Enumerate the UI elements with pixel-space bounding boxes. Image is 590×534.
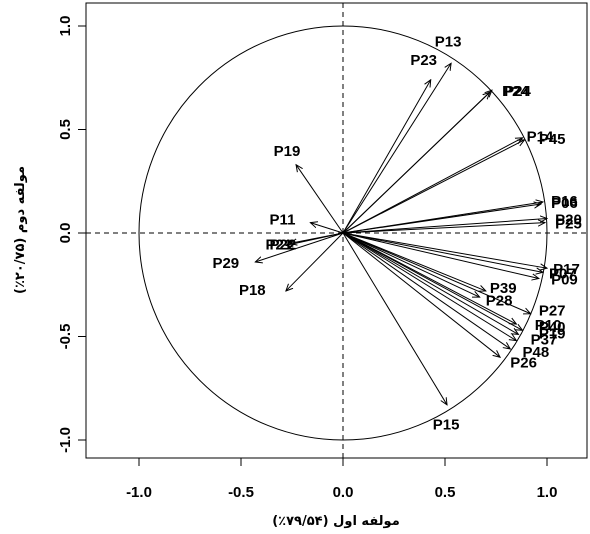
vector-arrow-p18 bbox=[286, 232, 344, 291]
vector-label-p10: P10 bbox=[535, 317, 562, 334]
vector-label-p06: P06 bbox=[551, 195, 578, 212]
y-tick-label: 0.5 bbox=[57, 119, 74, 140]
reference-lines bbox=[86, 3, 587, 458]
vector-label-p39: P39 bbox=[490, 280, 517, 297]
vector-arrow-p45 bbox=[342, 140, 525, 234]
vector-arrow-p40 bbox=[342, 232, 523, 330]
vector-arrow-p25 bbox=[342, 223, 545, 234]
y-tick-label: -0.5 bbox=[57, 324, 74, 350]
vector-label-p17: P17 bbox=[553, 261, 580, 278]
vector-label-p28: P28 bbox=[486, 292, 513, 309]
vector-label-p45: P45 bbox=[539, 131, 566, 148]
vector-arrow-p22 bbox=[290, 232, 344, 243]
vector-label-p11: P11 bbox=[270, 212, 296, 229]
vector-label-p18: P18 bbox=[239, 282, 266, 299]
vector-arrow-p24 bbox=[342, 92, 490, 234]
vector-label-p27: P27 bbox=[539, 303, 566, 320]
y-axis: -1.0 -0.5 0.0 0.5 1.0 bbox=[57, 16, 86, 453]
vector-label-p22: P22 bbox=[270, 236, 297, 253]
x-tick-label: -1.0 bbox=[126, 484, 152, 501]
vector-label-p24: P24 bbox=[502, 83, 529, 100]
vector-arrow-p07 bbox=[342, 232, 543, 272]
x-tick-label: 0.0 bbox=[333, 484, 354, 501]
vector-label-p29: P29 bbox=[212, 255, 239, 272]
vector-arrow-p20 bbox=[342, 219, 547, 234]
vector-label-p48: P48 bbox=[523, 344, 550, 361]
vector-label-p13: P13 bbox=[435, 34, 462, 51]
vector-label-p37: P37 bbox=[531, 332, 558, 349]
vector-arrow-p28 bbox=[342, 232, 480, 297]
plot-frame bbox=[85, 2, 588, 459]
vector-label-p40: P40 bbox=[539, 319, 566, 336]
x-tick-label: 1.0 bbox=[537, 484, 558, 501]
vector-arrow-p37 bbox=[342, 232, 516, 341]
unit-circle bbox=[138, 25, 548, 441]
vector-label-p19: P19 bbox=[539, 325, 566, 342]
vector-arrow-p29 bbox=[255, 232, 344, 262]
vector-arrow-p09 bbox=[342, 232, 539, 279]
vector-label-p07: P07 bbox=[549, 265, 576, 282]
y-tick-label: -1.0 bbox=[57, 427, 74, 453]
vector-label-p24: P24 bbox=[504, 83, 531, 100]
vector-arrow-p11 bbox=[310, 223, 344, 234]
unit-circle-layer bbox=[138, 25, 548, 441]
x-axis: -1.0 -0.5 0.0 0.5 1.0 bbox=[126, 458, 557, 501]
vector-label-p25: P25 bbox=[555, 216, 582, 233]
y-tick-label: 1.0 bbox=[57, 16, 74, 37]
vector-label-p14: P14 bbox=[527, 129, 554, 146]
vector-arrow-p15 bbox=[342, 232, 447, 405]
x-axis-title: مولفه اول (۷۹/۵۴٪) bbox=[272, 514, 400, 529]
x-tick-label: 0.5 bbox=[435, 484, 456, 501]
vector-arrow-p19 bbox=[342, 232, 518, 334]
vector-label-p15: P15 bbox=[433, 416, 460, 433]
vector-arrow-p19 bbox=[296, 165, 344, 234]
vector-label-p26: P26 bbox=[510, 354, 537, 371]
vector-arrow-p06 bbox=[342, 204, 541, 234]
vector-label-p19: P19 bbox=[274, 143, 301, 160]
vector-arrow-p23 bbox=[342, 80, 431, 234]
y-tick-label: 0.0 bbox=[57, 223, 74, 244]
vector-arrow-p39 bbox=[342, 232, 486, 291]
vector-arrow-p27 bbox=[342, 232, 531, 314]
y-axis-title: مولفه دوم (۲۰/۷۵٪) bbox=[13, 166, 28, 294]
vector-arrow-p17 bbox=[342, 232, 547, 268]
vector-label-p23: P23 bbox=[410, 52, 437, 69]
vector-labels-layer: P13P23P24P24P14P45P16P06P20P25P19P11P21P… bbox=[212, 34, 581, 434]
vector-label-p09: P09 bbox=[551, 272, 578, 289]
vector-label-p16: P16 bbox=[551, 193, 578, 210]
x-tick-label: -0.5 bbox=[228, 484, 254, 501]
vector-arrow-p26 bbox=[342, 232, 500, 357]
vectors-layer bbox=[255, 63, 547, 405]
vector-arrow-p13 bbox=[342, 63, 451, 234]
vector-label-p21: P21 bbox=[265, 236, 292, 253]
vector-label-p20: P20 bbox=[555, 212, 582, 229]
vector-arrow-p48 bbox=[342, 232, 510, 349]
